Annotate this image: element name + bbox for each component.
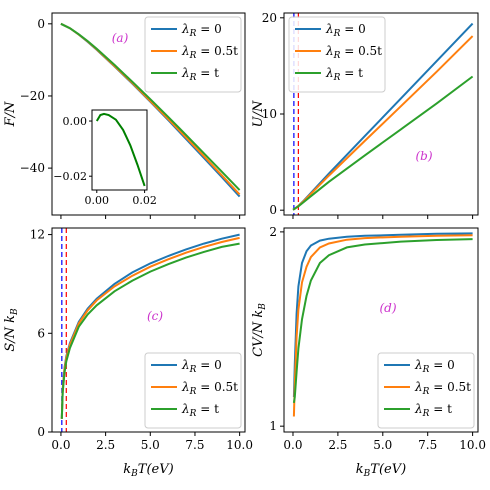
series-line-0: [292, 232, 473, 398]
legend: λR = 0 λR = 0.5t λR = t: [377, 352, 475, 429]
y-axis-label: CV/N kB: [251, 303, 268, 357]
x-axis-label: kBT(eV): [356, 462, 406, 479]
legend-label: λR = t: [414, 402, 452, 419]
y-axis-label: U/N: [251, 100, 266, 127]
y-axis-label: S/N kB: [3, 308, 20, 352]
x-tick-label: 2.5: [328, 438, 347, 452]
x-tick-label: 5.0: [373, 438, 392, 452]
y-tick-label: 0: [37, 17, 45, 31]
x-tick-label: 10.0: [459, 438, 486, 452]
legend-label: λR = t: [325, 66, 363, 83]
panel-b: 0 10 20 U/N (b) λR = 0 λR = 0.5t λR = t: [251, 11, 479, 219]
panel-tag: (d): [379, 301, 396, 315]
legend: λR = 0 λR = 0.5t λR = t: [144, 16, 242, 93]
y-tick-label: 12: [30, 228, 45, 242]
x-tick-label: 0.0: [283, 438, 302, 452]
x-axis-label: kBT(eV): [123, 462, 173, 479]
x-tick-label: 0.0: [51, 438, 70, 452]
y-tick-label: 10: [262, 107, 277, 121]
legend-label: λR = 0: [325, 22, 366, 39]
panel-tag: (b): [415, 149, 432, 163]
inset-y-tick-label: 0.00: [63, 115, 88, 128]
x-tick-label: 10.0: [226, 438, 253, 452]
inset-y-tick-label: −0.02: [53, 170, 87, 183]
inset-x-tick-label: 0.02: [132, 194, 157, 207]
y-tick-label: 1: [269, 419, 277, 433]
legend-label: λR = 0: [181, 22, 222, 39]
y-tick-label: 0: [269, 203, 277, 217]
series-line-2: [60, 242, 240, 419]
legend: λR = 0 λR = 0.5t λR = t: [144, 352, 242, 429]
y-tick-label: 0: [37, 425, 45, 439]
inset: 0.00 0.02 0.00 −0.02: [53, 109, 157, 207]
panel-d: 0.0 2.5 5.0 7.5 10.0 1 2 CV/N kB kBT(eV) (d) λR = …: [251, 225, 486, 479]
series-line-2: [292, 75, 474, 211]
legend-label: λR = 0.5t: [181, 44, 238, 61]
x-tick-label: 7.5: [418, 438, 437, 452]
y-tick-label: 20: [262, 11, 277, 25]
legend-label: λR = 0.5t: [414, 380, 471, 397]
legend-label: λR = t: [181, 402, 219, 419]
series-line-2: [60, 22, 241, 191]
legend-label: λR = 0: [414, 358, 455, 375]
legend: λR = 0 λR = 0.5t λR = t: [288, 16, 386, 93]
panel-tag: (a): [112, 31, 129, 45]
inset-line: [95, 112, 146, 187]
series-line-2: [292, 238, 473, 404]
y-tick-label: −20: [20, 89, 45, 103]
x-tick-label: 7.5: [185, 438, 204, 452]
y-tick-label: 2: [269, 225, 277, 239]
legend-label: λR = 0: [181, 358, 222, 375]
inset-x-tick-label: 0.00: [85, 194, 110, 207]
axes-frame: [51, 12, 246, 216]
inset-frame: [91, 109, 148, 191]
x-tick-label: 2.5: [96, 438, 115, 452]
y-tick-label: −40: [20, 161, 45, 175]
legend-label: λR = 0.5t: [325, 44, 382, 61]
y-tick-label: 6: [37, 326, 45, 340]
panel-tag: (c): [147, 309, 163, 323]
axes-frame: [283, 227, 479, 433]
axes-frame: [51, 227, 246, 433]
legend-label: λR = 0.5t: [181, 380, 238, 397]
series-line-1: [292, 234, 473, 417]
panel-c: 0.0 2.5 5.0 7.5 10.0 0 6 12 S/N kB kBT(eV) (c) λR =…: [3, 227, 253, 479]
y-axis-label: F/N: [3, 101, 18, 127]
legend-label: λR = t: [181, 66, 219, 83]
x-tick-label: 5.0: [141, 438, 160, 452]
